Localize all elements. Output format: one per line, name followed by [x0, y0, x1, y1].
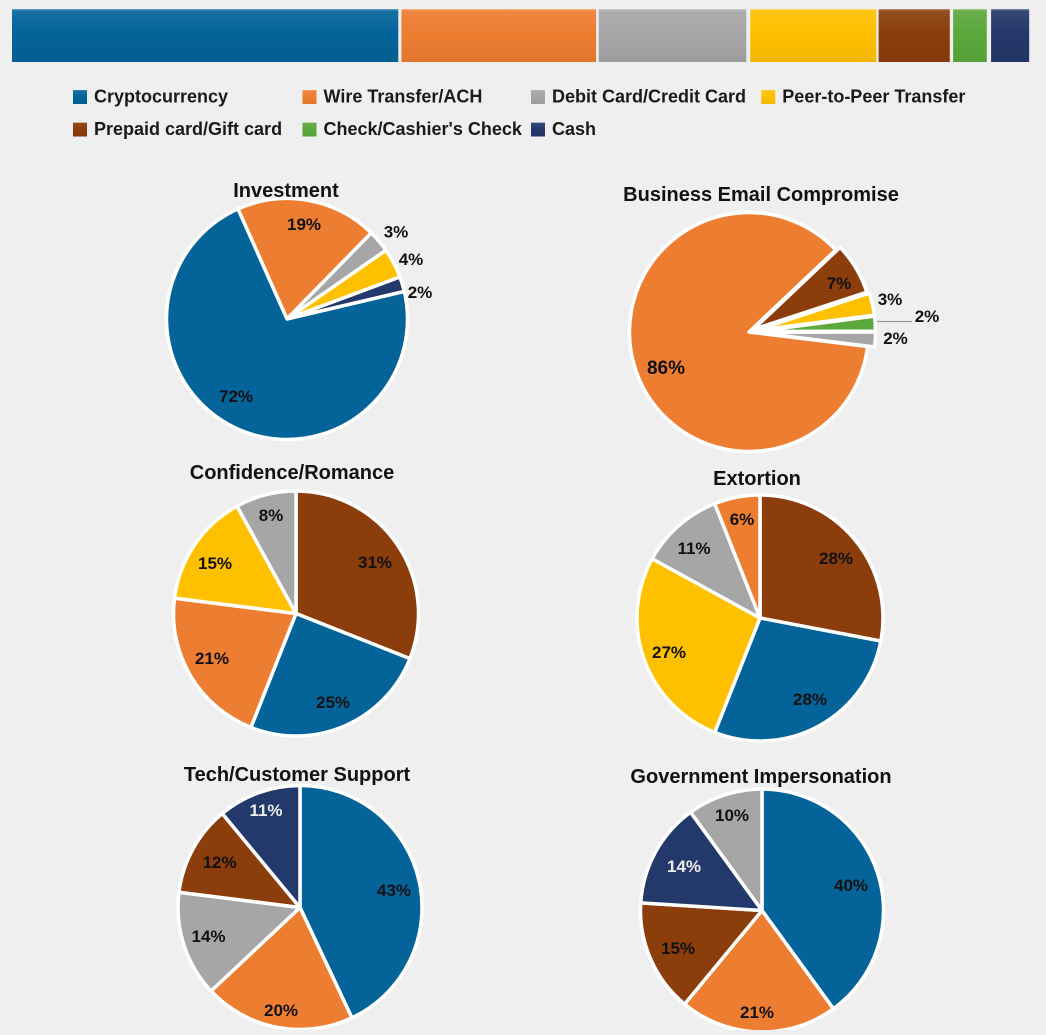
svg-text:Investment: Investment	[233, 180, 339, 202]
svg-text:28%: 28%	[819, 549, 853, 568]
svg-text:40%: 40%	[834, 876, 868, 895]
svg-text:11%: 11%	[677, 539, 710, 558]
svg-text:31%: 31%	[358, 553, 392, 572]
svg-text:2%: 2%	[915, 307, 940, 326]
svg-text:14%: 14%	[667, 857, 701, 876]
svg-text:Cryptocurrency: Cryptocurrency	[94, 87, 228, 107]
svg-text:Check/Cashier's Check: Check/Cashier's Check	[324, 119, 523, 139]
svg-text:Peer-to-Peer Transfer: Peer-to-Peer Transfer	[782, 87, 965, 107]
svg-text:19%: 19%	[287, 215, 321, 234]
svg-text:43%: 43%	[377, 881, 411, 900]
svg-text:11%: 11%	[249, 801, 282, 820]
svg-text:15%: 15%	[198, 554, 232, 573]
svg-text:6%: 6%	[730, 510, 755, 529]
svg-text:4%: 4%	[399, 250, 424, 269]
svg-text:12%: 12%	[203, 853, 237, 872]
svg-text:Cash: Cash	[552, 119, 596, 139]
svg-text:21%: 21%	[740, 1003, 774, 1022]
svg-text:Tech/Customer Support: Tech/Customer Support	[184, 764, 411, 786]
svg-text:Extortion: Extortion	[713, 468, 801, 490]
svg-text:21%: 21%	[195, 649, 229, 668]
svg-text:Business Email Compromise: Business Email Compromise	[623, 184, 899, 206]
svg-text:3%: 3%	[878, 290, 903, 309]
svg-text:20%: 20%	[264, 1001, 298, 1020]
svg-text:25%: 25%	[316, 693, 350, 712]
svg-text:3%: 3%	[384, 223, 409, 242]
svg-text:27%: 27%	[652, 643, 686, 662]
svg-text:Prepaid card/Gift card: Prepaid card/Gift card	[94, 119, 282, 139]
svg-text:10%: 10%	[715, 806, 749, 825]
svg-text:Wire Transfer/ACH: Wire Transfer/ACH	[324, 87, 483, 107]
svg-text:8%: 8%	[259, 506, 284, 525]
svg-text:2%: 2%	[883, 329, 908, 348]
svg-text:28%: 28%	[793, 690, 827, 709]
svg-text:Government Impersonation: Government Impersonation	[630, 766, 891, 788]
svg-text:Debit Card/Credit Card: Debit Card/Credit Card	[552, 87, 746, 107]
svg-text:14%: 14%	[191, 927, 225, 946]
svg-text:Confidence/Romance: Confidence/Romance	[190, 462, 394, 484]
svg-text:15%: 15%	[661, 939, 695, 958]
svg-text:72%: 72%	[219, 387, 253, 406]
svg-text:7%: 7%	[827, 274, 852, 293]
svg-text:86%: 86%	[647, 358, 685, 379]
svg-text:2%: 2%	[408, 283, 433, 302]
